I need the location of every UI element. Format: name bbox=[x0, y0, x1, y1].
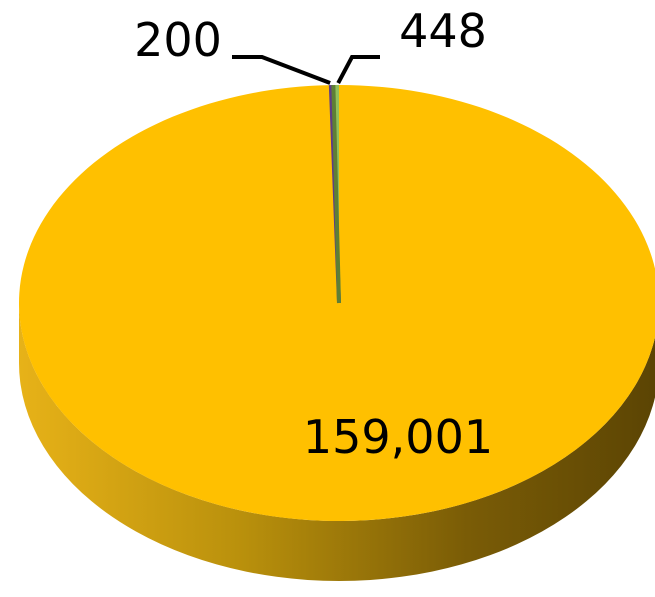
data-labels: 159,001 200 448 bbox=[134, 4, 493, 464]
pie-top-layer bbox=[19, 84, 655, 521]
pie-side-layer bbox=[19, 303, 655, 581]
leader-line-slice-1 bbox=[232, 55, 331, 85]
leader-line-slice-2 bbox=[336, 55, 380, 84]
data-label-slice-1: 200 bbox=[134, 13, 222, 67]
data-label-slice-2: 448 bbox=[399, 4, 487, 58]
pie-slice-edge-2 bbox=[331, 84, 341, 304]
pie-side-wall bbox=[19, 303, 655, 581]
leader-lines bbox=[232, 55, 380, 85]
data-label-slice-0: 159,001 bbox=[303, 410, 493, 464]
